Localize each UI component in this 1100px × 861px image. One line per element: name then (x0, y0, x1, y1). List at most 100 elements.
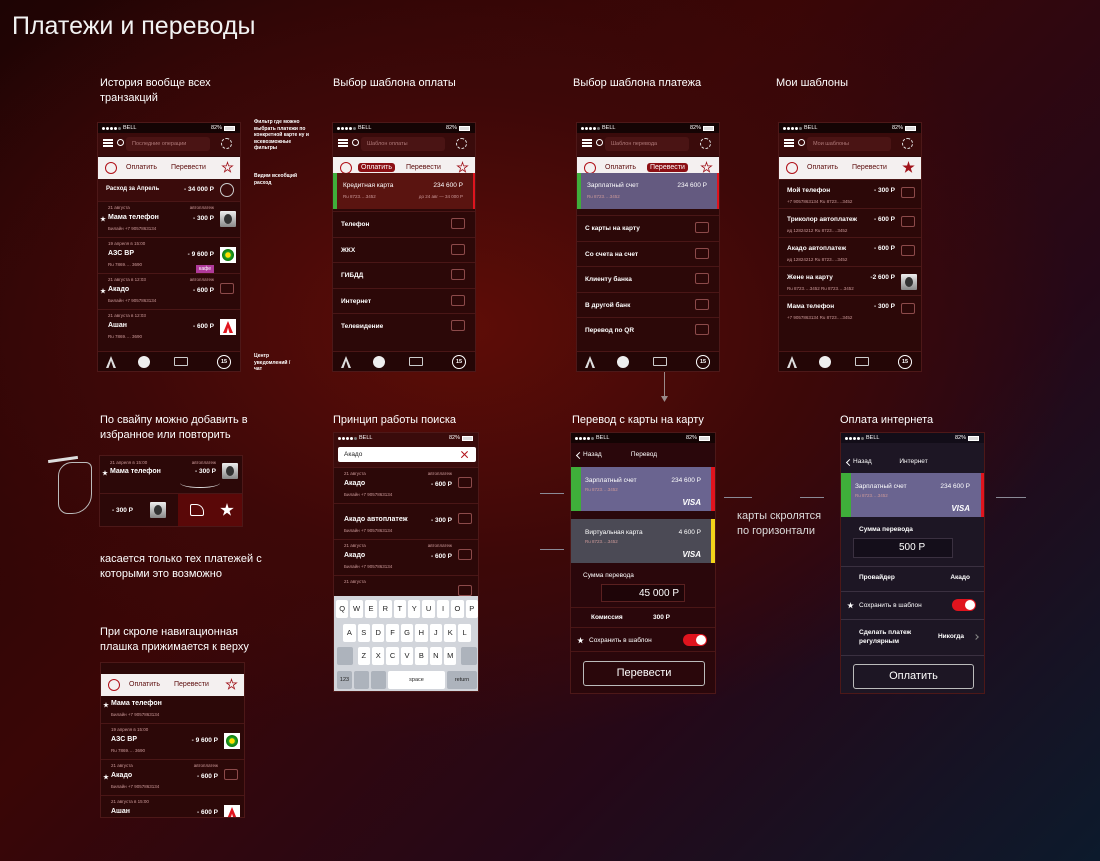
globe-key[interactable] (354, 671, 369, 689)
chat-icon[interactable] (898, 355, 912, 369)
hand-gesture (58, 462, 92, 514)
tab[interactable]: Оплатить (605, 164, 637, 171)
favorites-star[interactable] (902, 161, 915, 173)
menu-item[interactable]: ГИБДД (341, 272, 364, 279)
chat-icon[interactable] (696, 355, 710, 369)
card[interactable] (571, 519, 715, 563)
key[interactable]: M (444, 647, 457, 665)
tab[interactable]: Перевести (174, 681, 209, 688)
key[interactable]: B (415, 647, 428, 665)
return-key[interactable]: return (447, 671, 477, 689)
row-name[interactable]: Ашан (108, 322, 128, 329)
key[interactable]: Q (336, 600, 349, 618)
menu-item[interactable]: Телевидение (341, 323, 384, 330)
key[interactable]: O (451, 600, 464, 618)
numbers-key[interactable]: 123 (337, 671, 352, 689)
key[interactable]: U (422, 600, 435, 618)
row-name[interactable]: Ашан (111, 808, 131, 815)
menu-item[interactable]: Интернет (341, 297, 372, 305)
tab[interactable]: Перевести (171, 164, 206, 171)
search-placeholder: Мои шаблоны (813, 141, 849, 147)
key[interactable]: L (458, 623, 471, 642)
primary-button[interactable]: Перевести (583, 661, 705, 686)
template-name[interactable]: Акадо автоплатеж (787, 245, 847, 252)
caption: По свайпу можно добавить в избранное или… (100, 414, 248, 441)
amount-input[interactable] (601, 584, 685, 602)
key[interactable]: S (357, 623, 370, 642)
signal-dot (857, 436, 860, 440)
key[interactable]: C (386, 647, 399, 665)
signal-dot (342, 436, 345, 440)
key[interactable]: J (429, 623, 442, 642)
row-tag: автоплатеж (427, 471, 452, 476)
template-name[interactable]: Жене на карту (787, 274, 833, 281)
template-name[interactable]: Мама телефон (787, 303, 835, 310)
row-separator (98, 237, 240, 238)
amount-input[interactable] (853, 538, 953, 558)
row-name[interactable]: АЗС BP (108, 250, 134, 257)
menu-item[interactable]: С карты на карту (585, 225, 640, 232)
search-input[interactable] (338, 447, 476, 462)
signal-dot (349, 126, 352, 130)
row-name[interactable]: Акадо (344, 480, 366, 487)
menu-separator (333, 313, 475, 314)
key[interactable]: X (372, 647, 385, 665)
menu-item[interactable]: Клиенту банка (585, 276, 632, 283)
row-name[interactable]: Акадо (344, 552, 366, 559)
card[interactable] (841, 473, 984, 517)
card[interactable] (571, 467, 715, 511)
key[interactable]: Y (408, 600, 421, 618)
shift-key[interactable] (337, 647, 353, 665)
key[interactable]: K (444, 623, 457, 642)
key[interactable]: P (465, 600, 478, 618)
row-name[interactable]: Акадо (111, 772, 133, 779)
mic-key[interactable] (371, 671, 386, 689)
space-key[interactable]: space (388, 671, 445, 689)
key[interactable]: E (364, 600, 378, 618)
key[interactable]: G (400, 623, 414, 642)
tab[interactable]: Оплатить (126, 164, 158, 171)
row-name[interactable]: Акадо автоплатеж (344, 516, 408, 523)
card-stripe (333, 173, 337, 209)
menu-item[interactable]: Телефон (341, 221, 370, 228)
key[interactable]: A (343, 623, 356, 642)
key[interactable]: R (379, 600, 392, 618)
row-name[interactable]: АЗС BP (111, 736, 137, 743)
menu-item[interactable]: Перевод по QR (585, 327, 635, 334)
key[interactable]: N (429, 647, 442, 665)
key[interactable]: T (393, 600, 406, 618)
battery: 82% (689, 124, 701, 131)
key[interactable]: W (350, 600, 363, 618)
back-button[interactable]: Назад (853, 458, 872, 465)
row-name[interactable]: Мама телефон (108, 214, 159, 221)
menu-item[interactable]: ЖКХ (341, 246, 356, 254)
row-name[interactable]: Акадо (108, 286, 130, 293)
menu-icon (695, 324, 709, 335)
template-name[interactable]: Триколор автоплатеж (787, 216, 858, 223)
menu-item[interactable]: В другой банк (585, 301, 631, 309)
key[interactable]: D (372, 623, 385, 642)
tab-active[interactable]: Оплатить (358, 163, 396, 172)
template-name[interactable]: Мой телефон (787, 187, 831, 194)
tab[interactable]: Оплатить (129, 681, 161, 688)
repeat-button[interactable] (190, 504, 204, 516)
chat-icon[interactable] (217, 355, 231, 369)
chat-icon[interactable] (452, 355, 466, 369)
primary-button[interactable]: Оплатить (853, 664, 974, 689)
regular-value[interactable]: Никогда (937, 633, 964, 640)
backspace-key[interactable] (461, 647, 477, 665)
menu-item[interactable]: Со счета на счет (585, 250, 639, 258)
tab[interactable]: Оплатить (807, 164, 839, 171)
key[interactable]: Z (357, 647, 370, 665)
key[interactable]: H (415, 623, 428, 642)
key[interactable]: V (400, 647, 414, 665)
back-button[interactable]: Назад (583, 451, 602, 458)
card-due: до 24 авг — 34 000 Р (418, 194, 463, 199)
tab[interactable]: Перевести (406, 164, 441, 171)
tab[interactable]: Перевести (852, 164, 887, 171)
key[interactable]: F (386, 623, 399, 642)
key[interactable]: I (436, 600, 450, 618)
row-name[interactable]: Мама телефон (111, 700, 162, 707)
tab-active[interactable]: Перевести (647, 163, 688, 172)
favorite-star (100, 216, 106, 222)
